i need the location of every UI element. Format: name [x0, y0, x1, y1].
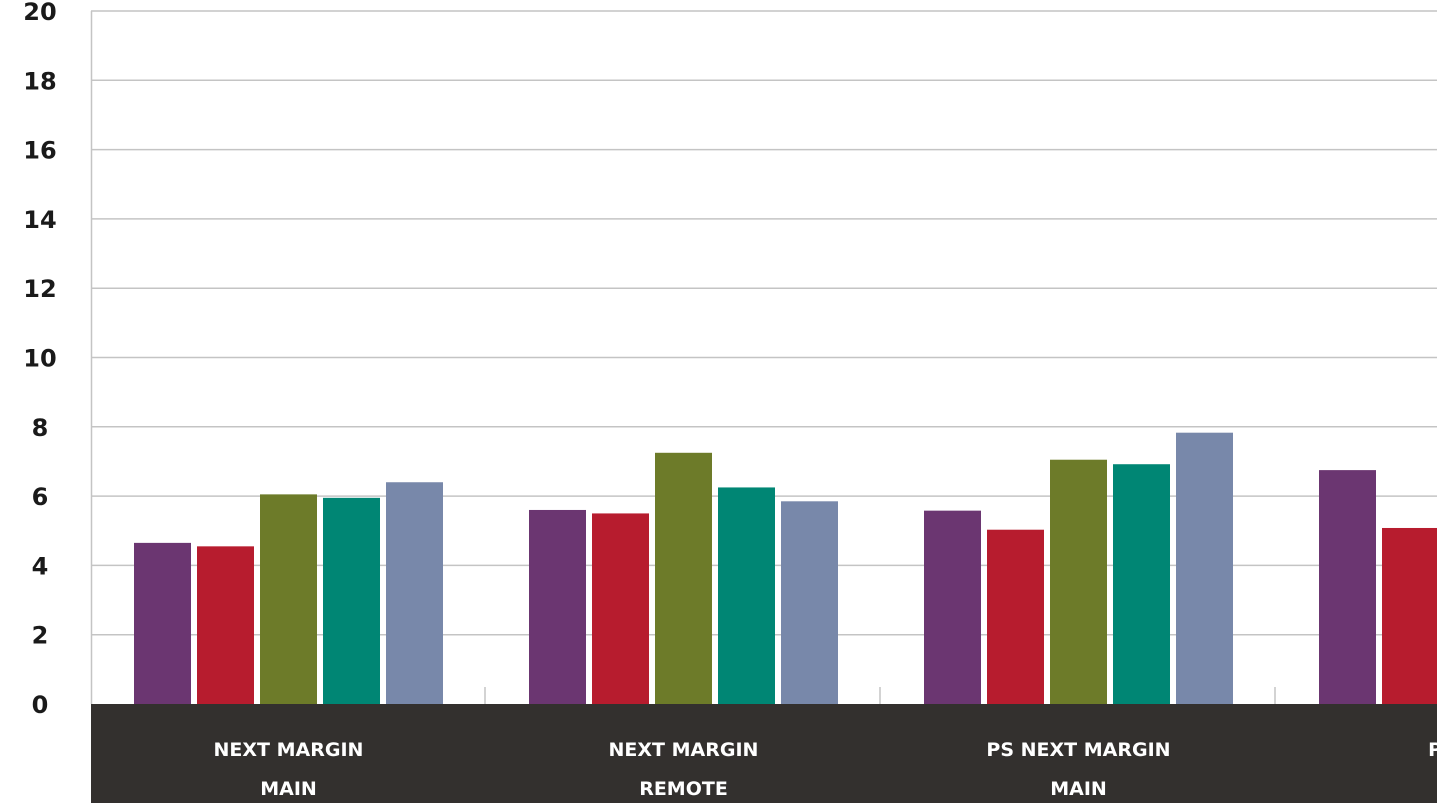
category-labels: NEXT MARGIN MAIN NEXT MARGIN REMOTE PS NEXT … [214, 739, 1437, 800]
bar [1113, 464, 1170, 704]
y-tick-label: 4 [32, 552, 49, 580]
y-tick-label: 20 [23, 0, 56, 26]
category-label: PS NEXT MARGIN [986, 739, 1170, 761]
bars [134, 432, 1437, 704]
y-tick-label: 18 [23, 67, 56, 95]
bar [1319, 470, 1376, 704]
category-label: MAIN [260, 778, 317, 800]
y-tick-label: 6 [32, 483, 49, 511]
y-tick-label: 14 [23, 206, 56, 234]
y-tick-label: 8 [32, 414, 49, 442]
category-label: PS NEXT [1428, 739, 1437, 761]
category-label: NEXT MARGIN [609, 739, 759, 761]
bar [1176, 432, 1233, 704]
bar [260, 494, 317, 704]
bar [529, 509, 586, 704]
y-tick-label: 10 [23, 345, 56, 373]
bar [924, 510, 981, 704]
category-label: REMOTE [639, 778, 728, 800]
y-axis-ticks: 0 2 4 6 8 10 12 14 16 18 20 [23, 0, 56, 719]
bar [781, 501, 838, 704]
bar [1050, 459, 1107, 704]
bar [655, 452, 712, 704]
bar [323, 497, 380, 704]
bar [592, 513, 649, 704]
y-tick-label: 2 [32, 622, 49, 650]
category-label: NEXT MARGIN [214, 739, 364, 761]
bar [1382, 527, 1437, 704]
category-axis-band [91, 704, 1437, 803]
bar [718, 487, 775, 704]
y-tick-label: 0 [32, 691, 49, 719]
bar [386, 482, 443, 704]
y-tick-label: 16 [23, 137, 56, 165]
y-tick-label: 12 [23, 275, 56, 303]
category-label: MAIN [1050, 778, 1107, 800]
bar [987, 529, 1044, 704]
bar [134, 542, 191, 704]
bar [197, 546, 254, 704]
